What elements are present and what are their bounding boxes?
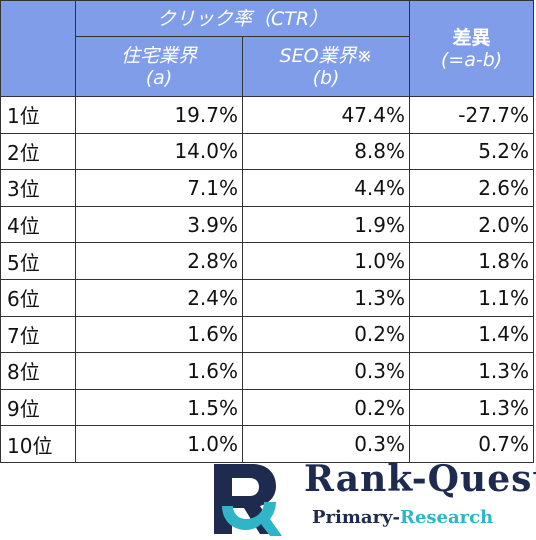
table-header: クリック率（CTR） 差異 (=a-b) 住宅業界 (a) SEO業界※ (b) [0, 0, 535, 97]
ctr-comparison-table: クリック率（CTR） 差異 (=a-b) 住宅業界 (a) SEO業界※ (b)… [0, 0, 535, 463]
table-row: 2位 14.0% 8.8% 5.2% [0, 132, 535, 171]
diff-cell: 2.0% [409, 205, 535, 244]
rank-cell: 10位 [0, 425, 76, 463]
rank-cell: 8位 [0, 352, 76, 390]
logo-subtitle-research: Research [399, 507, 494, 528]
diff-cell: 1.1% [409, 278, 535, 317]
housing-ctr-cell: 19.7% [75, 96, 243, 134]
housing-ctr-cell: 14.0% [75, 132, 243, 171]
table-row: 5位 2.8% 1.0% 1.8% [0, 242, 535, 280]
table-row: 7位 1.6% 0.2% 1.4% [0, 315, 535, 354]
diff-cell: 1.3% [409, 352, 535, 390]
housing-ctr-cell: 1.5% [75, 388, 243, 427]
housing-ctr-cell: 2.4% [75, 278, 243, 317]
rank-cell: 5位 [0, 242, 76, 280]
housing-ctr-cell: 7.1% [75, 169, 243, 207]
header-col-housing: 住宅業界 (a) [75, 36, 243, 97]
seo-ctr-cell: 4.4% [241, 169, 411, 207]
seo-ctr-cell: 0.3% [241, 425, 411, 463]
rank-quest-logo: Rank-Quest Primary-Research [208, 456, 536, 540]
seo-ctr-cell: 1.0% [241, 242, 411, 280]
seo-ctr-cell: 1.3% [241, 278, 411, 317]
diff-cell: 1.3% [409, 388, 535, 427]
housing-ctr-cell: 3.9% [75, 205, 243, 244]
header-diff-label: 差異 [452, 26, 491, 49]
diff-cell: -27.7% [409, 96, 535, 134]
header-corner-cell [0, 0, 76, 97]
rq-logo-icon [214, 464, 282, 536]
header-ctr-group: クリック率（CTR） [74, 0, 411, 37]
header-col-seo-sub: (b) [312, 66, 340, 89]
table-row: 9位 1.5% 0.2% 1.3% [0, 388, 535, 427]
housing-ctr-cell: 1.6% [75, 352, 243, 390]
seo-ctr-cell: 0.2% [241, 388, 411, 427]
diff-cell: 2.6% [409, 169, 535, 207]
diff-cell: 1.8% [409, 242, 535, 280]
table-row: 4位 3.9% 1.9% 2.0% [0, 205, 535, 244]
logo-title: Rank-Quest [304, 458, 536, 500]
seo-ctr-cell: 47.4% [241, 96, 411, 134]
rank-cell: 7位 [0, 315, 76, 354]
rank-cell: 2位 [0, 132, 76, 171]
seo-ctr-cell: 8.8% [241, 132, 411, 171]
rank-cell: 1位 [0, 96, 76, 134]
housing-ctr-cell: 1.6% [75, 315, 243, 354]
header-col-seo: SEO業界※ (b) [241, 36, 411, 97]
rank-cell: 9位 [0, 388, 76, 427]
rank-cell: 3位 [0, 169, 76, 207]
table-row: 10位 1.0% 0.3% 0.7% [0, 425, 535, 463]
logo-subtitle-primary: Primary- [312, 507, 400, 528]
header-col-housing-label: 住宅業界 [120, 44, 197, 67]
seo-ctr-cell: 0.3% [241, 352, 411, 390]
table-row: 3位 7.1% 4.4% 2.6% [0, 169, 535, 207]
rank-cell: 4位 [0, 205, 76, 244]
rank-cell: 6位 [0, 278, 76, 317]
header-col-housing-sub: (a) [145, 66, 173, 89]
diff-cell: 0.7% [409, 425, 535, 463]
header-col-seo-label: SEO業界※ [279, 44, 373, 67]
table-body: 1位 19.7% 47.4% -27.7% 2位 14.0% 8.8% 5.2% 3位 7.1% 4… [0, 96, 535, 463]
diff-cell: 1.4% [409, 315, 535, 354]
logo-subtitle: Primary-Research [312, 507, 493, 528]
seo-ctr-cell: 1.9% [241, 205, 411, 244]
seo-ctr-cell: 0.2% [241, 315, 411, 354]
header-diff: 差異 (=a-b) [409, 0, 535, 97]
header-diff-formula: (=a-b) [440, 48, 503, 71]
diff-cell: 5.2% [409, 132, 535, 171]
housing-ctr-cell: 2.8% [75, 242, 243, 280]
table-row: 1位 19.7% 47.4% -27.7% [0, 96, 535, 134]
table-row: 8位 1.6% 0.3% 1.3% [0, 352, 535, 390]
table-row: 6位 2.4% 1.3% 1.1% [0, 278, 535, 317]
